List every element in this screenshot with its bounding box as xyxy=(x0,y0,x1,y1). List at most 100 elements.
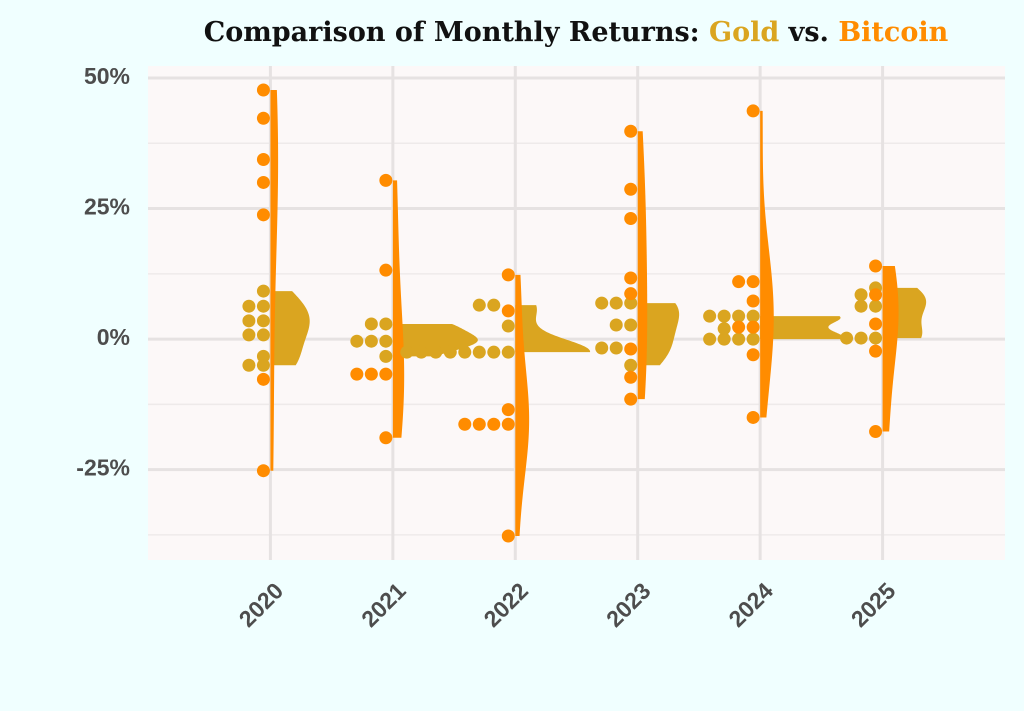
dot xyxy=(746,275,760,289)
dot xyxy=(256,328,270,342)
title-gold: Gold xyxy=(709,17,779,48)
dot xyxy=(379,349,393,363)
dot xyxy=(364,367,378,381)
dot xyxy=(840,331,854,345)
violin xyxy=(637,131,648,400)
dot xyxy=(256,299,270,313)
violin xyxy=(760,110,774,418)
dot xyxy=(400,345,414,359)
dot xyxy=(717,322,731,336)
dot xyxy=(364,334,378,348)
dot xyxy=(242,328,256,342)
dot xyxy=(869,317,883,331)
dot xyxy=(746,309,760,323)
dot xyxy=(869,344,883,358)
dot xyxy=(624,211,638,225)
violin xyxy=(882,266,899,432)
y-tick-label: 0% xyxy=(97,324,130,350)
dot xyxy=(746,320,760,334)
dot xyxy=(501,417,515,431)
dot xyxy=(746,294,760,308)
dot xyxy=(501,345,515,359)
dot xyxy=(501,403,515,417)
title-joiner: vs. xyxy=(788,17,829,48)
dot xyxy=(609,341,623,355)
dot xyxy=(379,367,393,381)
dot xyxy=(703,332,717,346)
dot xyxy=(256,372,270,386)
dot xyxy=(595,341,609,355)
dot xyxy=(732,320,746,334)
dot xyxy=(624,271,638,285)
dot xyxy=(501,268,515,282)
dot xyxy=(746,332,760,346)
dot xyxy=(746,104,760,118)
dot xyxy=(624,342,638,356)
dot xyxy=(487,298,501,312)
dot xyxy=(256,208,270,222)
violin xyxy=(392,180,405,438)
x-tick-label: 2023 xyxy=(601,577,656,632)
title-bitcoin: Bitcoin xyxy=(838,17,948,48)
dot xyxy=(854,299,868,313)
chart-title: Comparison of Monthly Returns: Gold vs. … xyxy=(204,17,949,48)
dot xyxy=(472,298,486,312)
dot xyxy=(624,318,638,332)
y-tick-label: 50% xyxy=(84,63,130,89)
dot xyxy=(256,175,270,189)
dot xyxy=(624,287,638,301)
violin xyxy=(270,90,279,471)
x-tick-label: 2024 xyxy=(723,577,778,632)
dot xyxy=(732,332,746,346)
dot xyxy=(242,299,256,313)
dot xyxy=(703,309,717,323)
violin xyxy=(515,305,591,353)
x-tick-label: 2025 xyxy=(846,577,901,632)
dot xyxy=(379,173,393,187)
violin xyxy=(270,291,310,366)
dot xyxy=(624,358,638,372)
dot xyxy=(501,304,515,318)
dot xyxy=(414,345,428,359)
dot xyxy=(624,296,638,310)
dot xyxy=(624,182,638,196)
dot xyxy=(379,317,393,331)
dot xyxy=(732,275,746,289)
dot xyxy=(256,83,270,97)
dot xyxy=(256,152,270,166)
dot xyxy=(869,425,883,439)
dot xyxy=(350,367,364,381)
dot xyxy=(256,284,270,298)
dot xyxy=(472,417,486,431)
dot xyxy=(350,334,364,348)
dot xyxy=(869,288,883,302)
dot xyxy=(609,318,623,332)
dot xyxy=(458,417,472,431)
violin xyxy=(760,316,844,340)
dot xyxy=(472,345,486,359)
dot xyxy=(869,259,883,273)
dot xyxy=(501,529,515,543)
dot xyxy=(854,331,868,345)
violin xyxy=(637,303,680,366)
dot xyxy=(732,309,746,323)
y-tick-label: 25% xyxy=(84,194,130,220)
x-tick-label: 2022 xyxy=(479,577,534,632)
dot xyxy=(746,410,760,424)
dot xyxy=(379,431,393,445)
violin xyxy=(515,274,530,536)
dot xyxy=(256,111,270,125)
dot xyxy=(609,296,623,310)
dot xyxy=(242,358,256,372)
dot xyxy=(624,370,638,384)
y-tick-label: -25% xyxy=(76,455,130,481)
dot xyxy=(379,263,393,277)
dot xyxy=(458,345,472,359)
dot xyxy=(717,309,731,323)
dot xyxy=(595,296,609,310)
dot xyxy=(256,464,270,478)
dot xyxy=(256,314,270,328)
dot xyxy=(501,319,515,333)
title-text: Comparison of Monthly Returns: xyxy=(204,17,700,48)
